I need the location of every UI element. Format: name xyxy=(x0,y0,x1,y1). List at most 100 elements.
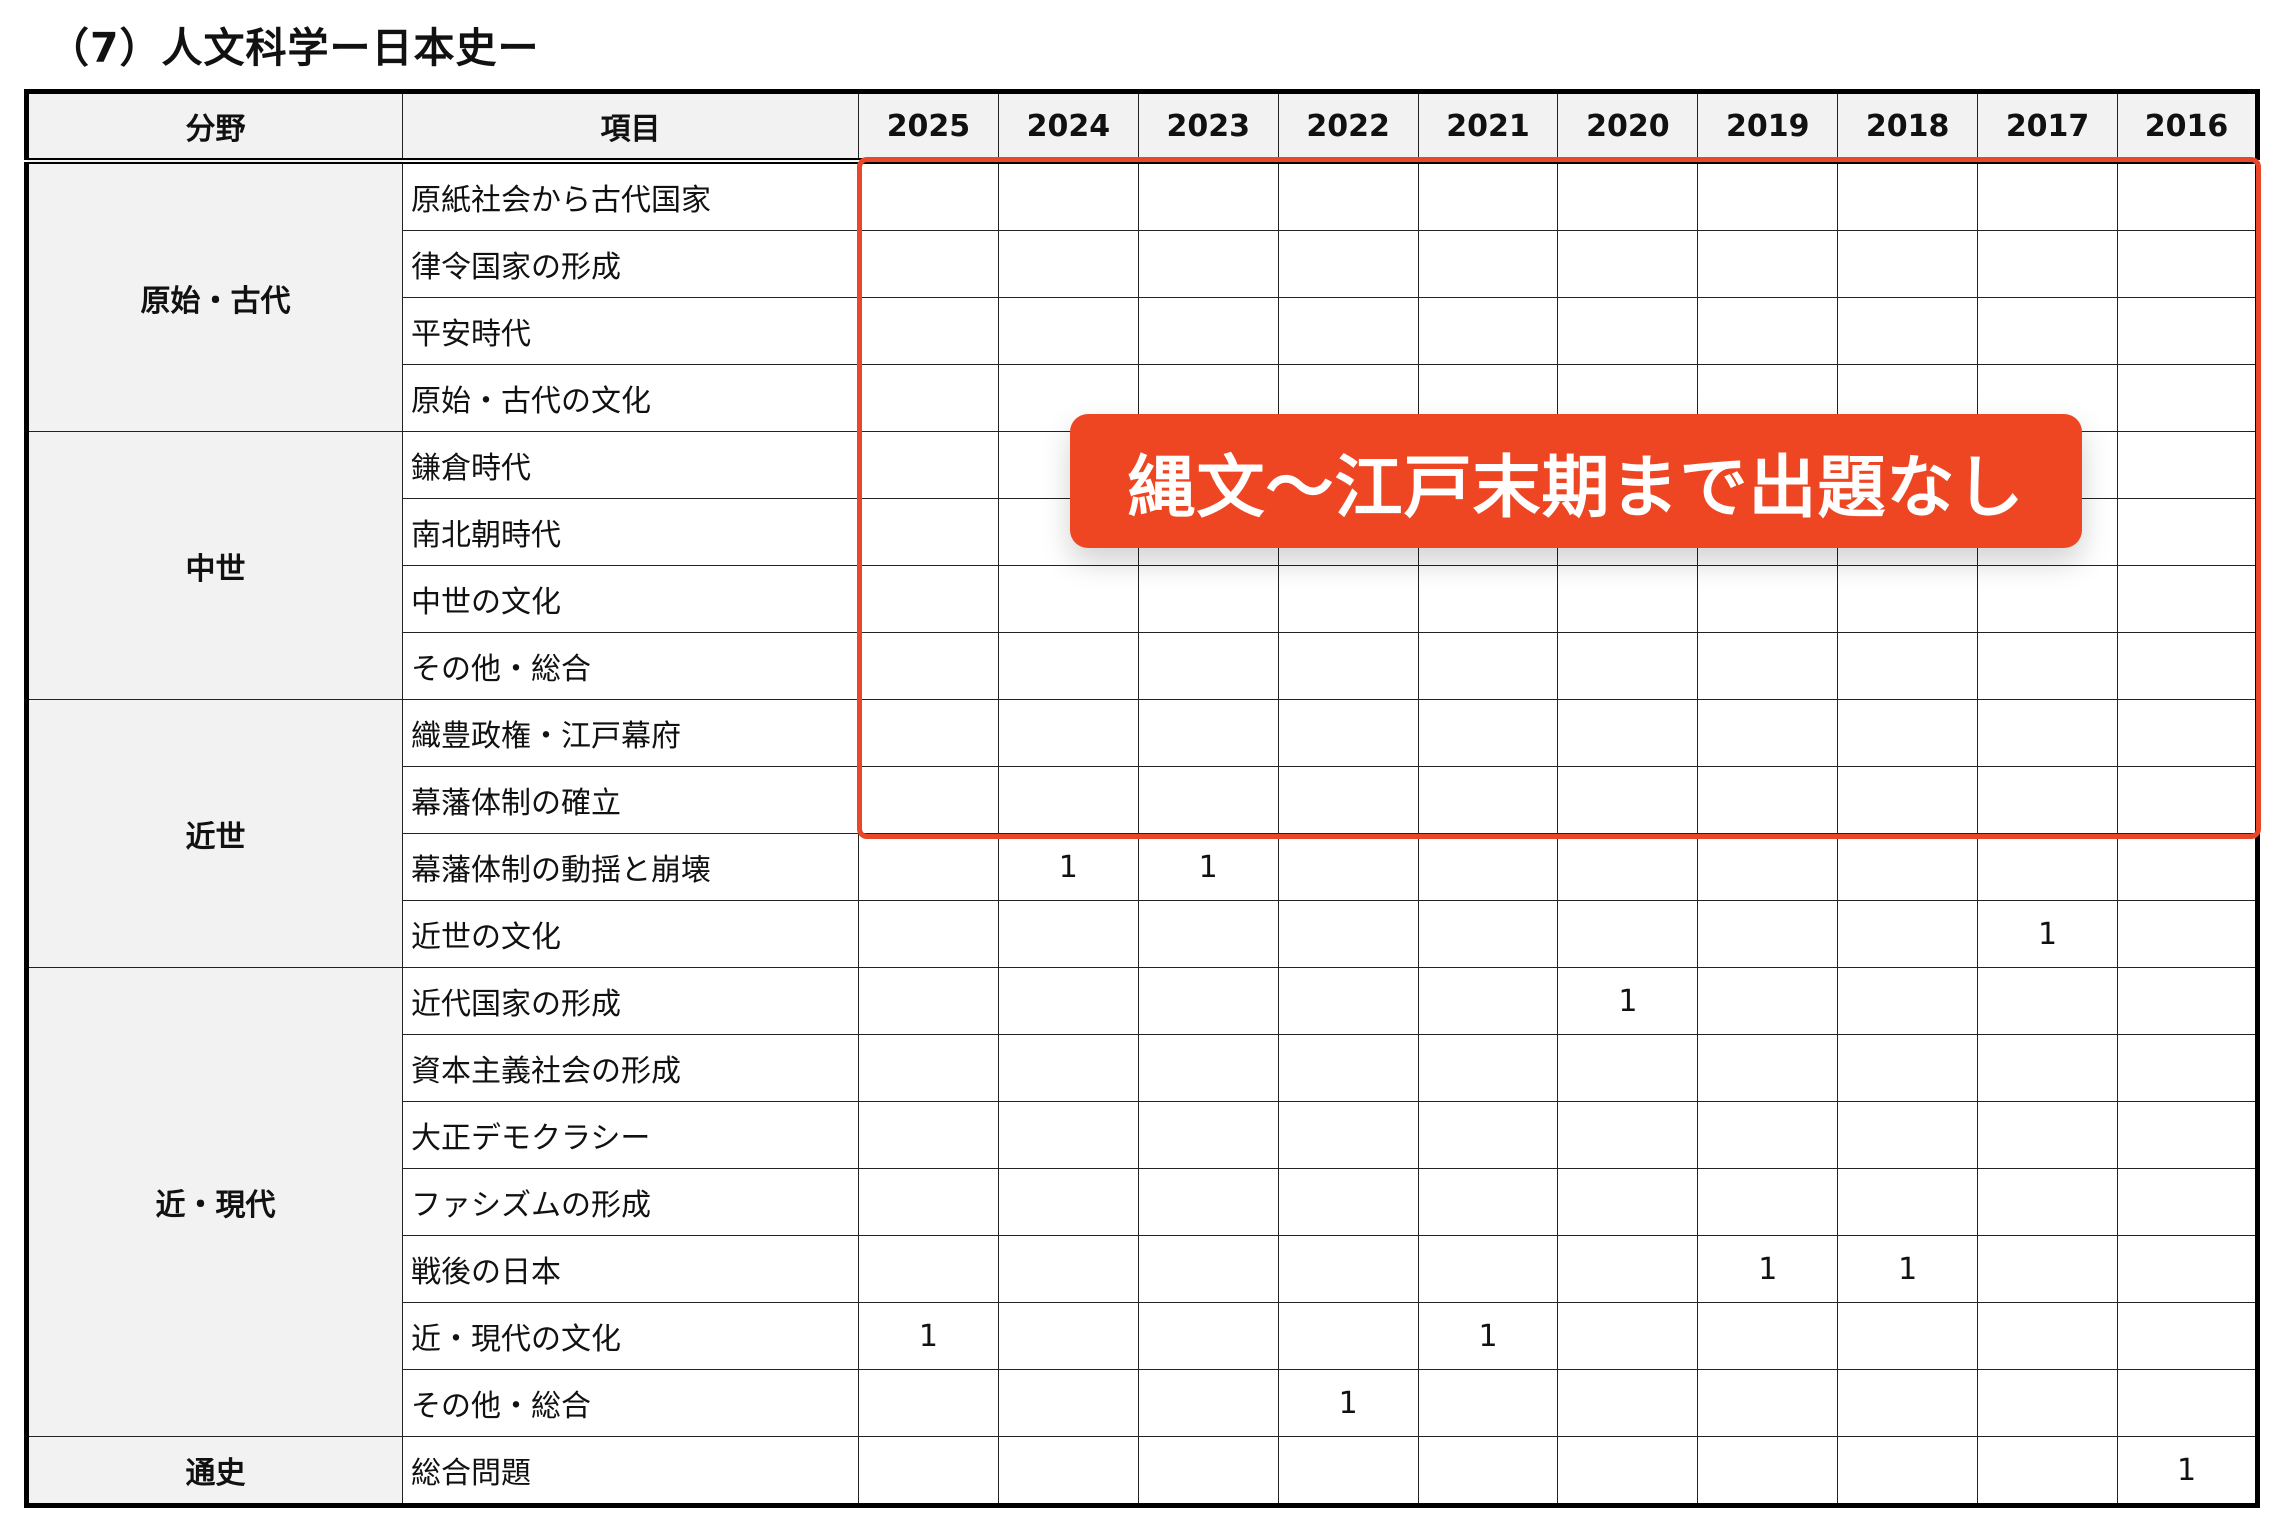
item-cell: 資本主義社会の形成 xyxy=(402,1034,859,1102)
table-row: ファシズムの形成 xyxy=(27,1168,2258,1236)
count-cell xyxy=(1977,766,2119,834)
count-cell xyxy=(2117,1302,2258,1370)
item-cell: 幕藩体制の動揺と崩壊 xyxy=(402,833,859,901)
count-cell xyxy=(1277,632,1419,700)
table-row: 近・現代の文化 1 1 xyxy=(27,1302,2258,1370)
count-cell xyxy=(2117,230,2258,298)
count-cell xyxy=(2117,431,2258,499)
count-cell xyxy=(1837,632,1979,700)
page-title: （7）人文科学ー日本史ー xyxy=(48,24,540,72)
category-cell: 中世 xyxy=(26,431,403,700)
count-cell xyxy=(1697,565,1839,633)
count-cell: 1 xyxy=(1977,900,2119,968)
count-cell: 1 xyxy=(1697,1235,1839,1303)
count-cell xyxy=(858,766,999,834)
count-cell xyxy=(1697,967,1839,1035)
count-cell xyxy=(2117,1369,2258,1437)
count-cell xyxy=(1417,565,1559,633)
count-cell xyxy=(858,431,999,499)
count-cell xyxy=(858,699,999,767)
annotation-banner: 縄文〜江戸末期まで出題なし xyxy=(1070,414,2082,548)
count-cell xyxy=(1137,1034,1279,1102)
count-cell xyxy=(997,297,1139,365)
count-cell xyxy=(2117,699,2258,767)
count-cell xyxy=(1837,900,1979,968)
count-cell xyxy=(1697,230,1839,298)
count-cell xyxy=(1697,1034,1839,1102)
count-cell xyxy=(1977,967,2119,1035)
item-cell: 近世の文化 xyxy=(402,900,859,968)
count-cell xyxy=(1557,1436,1699,1506)
count-cell xyxy=(997,1101,1139,1169)
count-cell xyxy=(1977,1034,2119,1102)
count-cell xyxy=(997,900,1139,968)
count-cell xyxy=(1137,632,1279,700)
count-cell xyxy=(1277,1436,1419,1506)
count-cell xyxy=(1137,230,1279,298)
item-cell: 原始・古代の文化 xyxy=(402,364,859,432)
count-cell xyxy=(1977,1168,2119,1236)
count-cell xyxy=(1557,1235,1699,1303)
table-row: 近世 織豊政権・江戸幕府 xyxy=(26,699,2258,968)
header-category: 分野 xyxy=(26,91,403,164)
count-cell xyxy=(1837,1101,1979,1169)
count-cell xyxy=(1277,160,1419,231)
count-cell xyxy=(1137,1436,1279,1506)
count-cell xyxy=(997,565,1139,633)
count-cell xyxy=(858,565,999,633)
count-cell xyxy=(997,766,1139,834)
count-cell xyxy=(2117,766,2258,834)
count-cell xyxy=(2117,1235,2258,1303)
item-cell: 総合問題 xyxy=(402,1436,859,1506)
count-cell xyxy=(1277,1101,1419,1169)
count-cell xyxy=(2117,364,2258,432)
item-cell: 大正デモクラシー xyxy=(402,1101,859,1169)
item-cell: ファシズムの形成 xyxy=(402,1168,859,1236)
count-cell: 1 xyxy=(1837,1235,1979,1303)
count-cell xyxy=(1137,1369,1279,1437)
count-cell: 1 xyxy=(997,833,1139,901)
count-cell xyxy=(997,1235,1139,1303)
count-cell xyxy=(1977,833,2119,901)
table-row: 近・現代 近代国家の形成 1 xyxy=(26,967,2258,1437)
count-cell xyxy=(1417,230,1559,298)
count-cell xyxy=(1697,833,1839,901)
table-row: その他・総合 xyxy=(27,632,2258,700)
table-row: 近世の文化 1 xyxy=(27,900,2258,968)
header-year: 2024 xyxy=(997,91,1139,164)
count-cell xyxy=(997,632,1139,700)
count-cell xyxy=(1697,900,1839,968)
count-cell xyxy=(1977,1302,2119,1370)
count-cell xyxy=(1977,1101,2119,1169)
count-cell xyxy=(1137,967,1279,1035)
header-row: 分野 項目 2025 2024 2023 2022 2021 2020 2019 2018 20… xyxy=(26,91,2258,164)
count-cell xyxy=(1417,766,1559,834)
count-cell xyxy=(1697,1168,1839,1236)
count-cell xyxy=(997,1436,1139,1506)
count-cell xyxy=(997,160,1139,231)
count-cell xyxy=(1837,1369,1979,1437)
count-cell: 1 xyxy=(858,1302,999,1370)
count-cell xyxy=(1557,1034,1699,1102)
table-row: 中世の文化 xyxy=(27,565,2258,633)
table-row: 幕藩体制の確立 xyxy=(27,766,2258,834)
count-cell xyxy=(858,1168,999,1236)
header-year: 2018 xyxy=(1837,91,1979,164)
header-year: 2023 xyxy=(1137,91,1279,164)
count-cell xyxy=(858,364,999,432)
count-cell xyxy=(1277,1302,1419,1370)
header-item: 項目 xyxy=(402,91,859,164)
category-cell: 通史 xyxy=(26,1436,403,1506)
count-cell xyxy=(1277,1235,1419,1303)
count-cell xyxy=(1417,967,1559,1035)
count-cell xyxy=(1837,766,1979,834)
item-cell: 律令国家の形成 xyxy=(402,230,859,298)
count-cell xyxy=(1697,1302,1839,1370)
count-cell xyxy=(1277,699,1419,767)
header-year: 2021 xyxy=(1417,91,1559,164)
count-cell xyxy=(1417,833,1559,901)
count-cell xyxy=(997,1168,1139,1236)
count-cell xyxy=(1697,766,1839,834)
header-year: 2017 xyxy=(1977,91,2119,164)
count-cell xyxy=(1837,160,1979,231)
